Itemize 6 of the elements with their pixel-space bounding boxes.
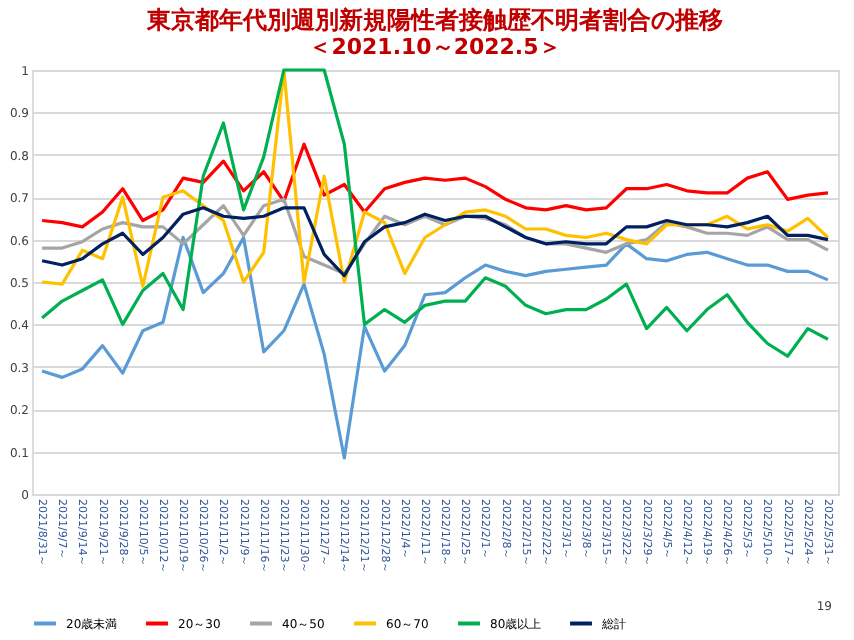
chart-subtitle: ＜2021.10～2022.5＞ (309, 34, 561, 60)
line-series (40, 235, 830, 460)
line-series (40, 68, 830, 288)
line-series (40, 68, 830, 358)
chart-title: 東京都年代別週別新規陽性者接触歴不明者割合の推移 (145, 6, 723, 34)
line-series (40, 142, 830, 229)
